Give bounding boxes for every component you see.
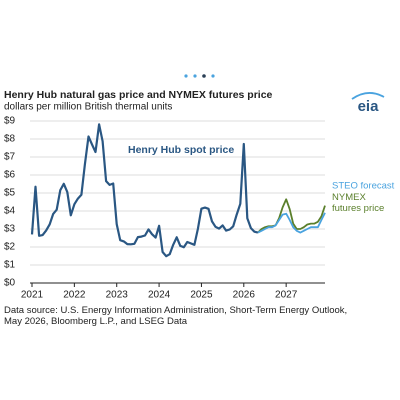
y-tick-label: $2 bbox=[4, 242, 16, 253]
page-dot bbox=[184, 74, 188, 78]
series-line bbox=[30, 123, 259, 258]
y-tick-label: $1 bbox=[4, 260, 16, 271]
x-tick-label: 2024 bbox=[148, 290, 171, 301]
logo: eia bbox=[358, 98, 380, 115]
x-tick-label: 2026 bbox=[233, 290, 256, 301]
chart-subtitle: dollars per million British thermal unit… bbox=[4, 102, 172, 113]
y-tick-label: $9 bbox=[4, 116, 16, 127]
x-tick-label: 2021 bbox=[21, 290, 44, 301]
y-tick-label: $3 bbox=[4, 224, 16, 235]
x-tick-label: 2027 bbox=[275, 290, 298, 301]
page-dot bbox=[202, 74, 206, 78]
y-tick-label: $7 bbox=[4, 152, 16, 163]
chart-title: Henry Hub natural gas price and NYMEX fu… bbox=[4, 89, 273, 101]
series-label: Henry Hub spot price bbox=[128, 144, 234, 156]
x-tick-label: 2025 bbox=[190, 290, 213, 301]
page-dot bbox=[193, 74, 197, 78]
page-dot bbox=[211, 74, 215, 78]
y-tick-label: $5 bbox=[4, 188, 16, 199]
x-tick-label: 2023 bbox=[106, 290, 129, 301]
series-label: STEO forecast bbox=[332, 181, 395, 192]
logo-arc bbox=[351, 92, 385, 100]
y-tick-label: $6 bbox=[4, 170, 16, 181]
y-tick-label: $8 bbox=[4, 134, 16, 145]
series-line bbox=[257, 212, 326, 234]
y-tick-label: $4 bbox=[4, 206, 16, 217]
x-tick-label: 2022 bbox=[63, 290, 86, 301]
y-tick-label: $0 bbox=[4, 278, 16, 289]
series-label: NYMEX futures price bbox=[332, 192, 385, 214]
source-note: Data source: U.S. Energy Information Adm… bbox=[4, 305, 348, 327]
